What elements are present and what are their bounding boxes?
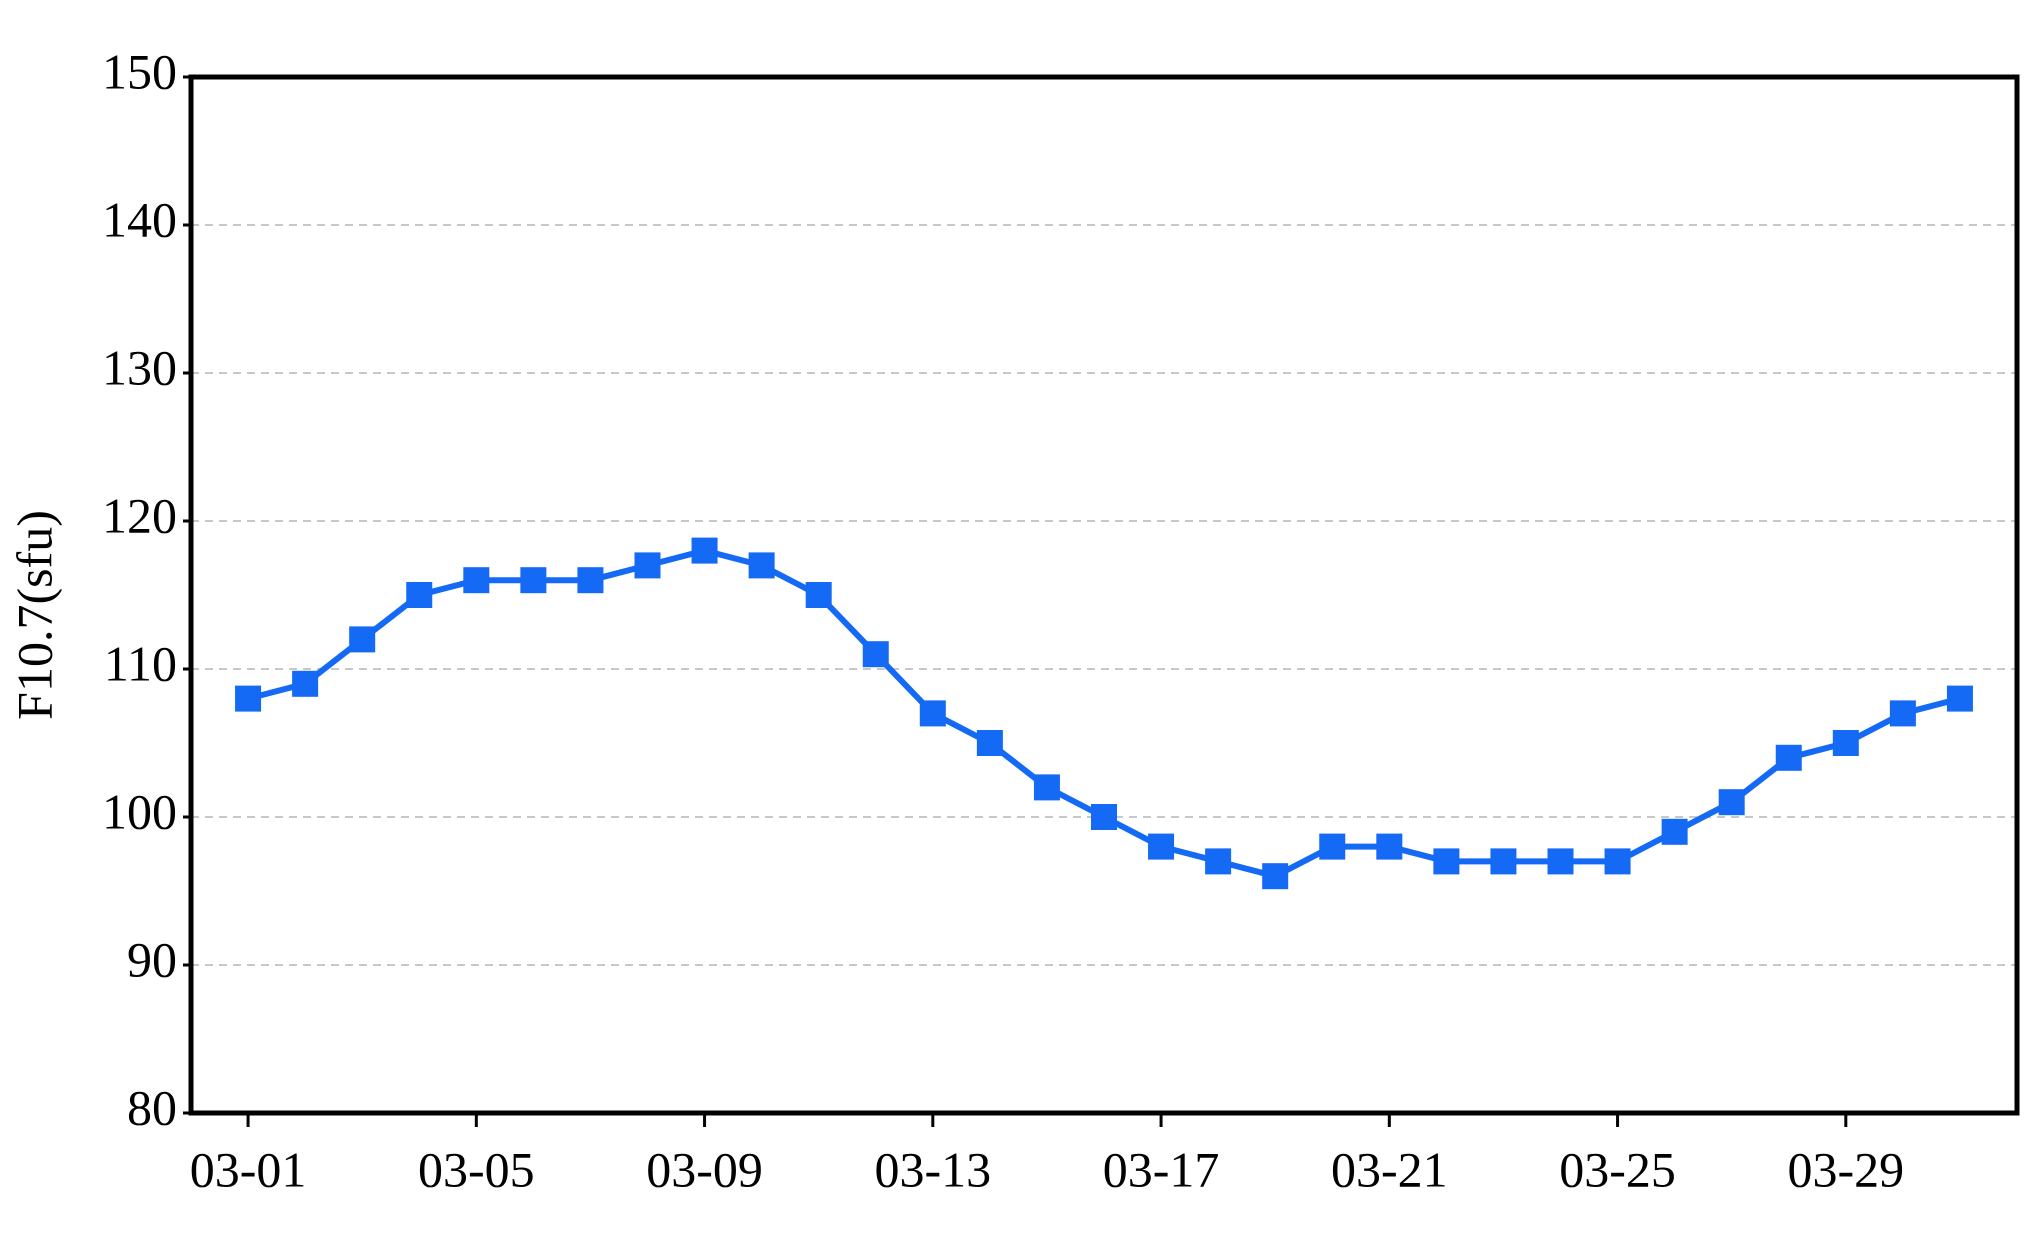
marker [1775,744,1802,771]
y-tick-label: 130 [102,339,177,395]
marker [577,567,604,594]
x-tick-label: 03-21 [1331,1141,1448,1197]
marker [691,537,718,564]
x-tick-label: 03-05 [418,1141,535,1197]
x-tick-label: 03-09 [646,1141,763,1197]
marker [976,730,1003,756]
marker [1033,774,1060,801]
x-tick-label: 03-17 [1103,1141,1220,1197]
marker [1262,863,1289,890]
marker [1547,848,1574,875]
marker [1889,700,1916,727]
marker [1376,833,1403,860]
y-tick-label: 140 [102,191,177,247]
plot-frame [188,74,2020,1116]
marker [1490,848,1517,875]
marker [1718,789,1745,816]
marker [805,582,832,608]
marker [292,670,319,697]
marker [1148,833,1175,860]
y-tick-label: 120 [102,487,177,543]
marker [1604,848,1631,875]
marker [1946,685,1973,712]
marker [349,626,376,653]
marker [862,641,889,668]
x-tick-label: 03-01 [190,1141,307,1197]
x-tick-label: 03-25 [1559,1141,1676,1197]
marker [634,552,661,579]
y-tick-label: 80 [127,1079,177,1135]
marker [235,685,262,712]
marker [1319,833,1346,860]
y-tick-label: 100 [102,783,177,839]
marker [748,552,775,579]
y-tick-label: 150 [102,43,177,99]
y-axis-label: F10.7(sfu) [6,510,62,720]
x-tick-label: 03-13 [874,1141,991,1197]
marker [463,567,490,594]
marker [1205,848,1232,875]
y-tick-label: 90 [127,931,177,987]
marker [919,700,946,727]
y-tick-label: 110 [104,635,177,691]
x-tick-label: 03-29 [1787,1141,1904,1197]
marker [520,567,547,594]
marker [406,582,433,608]
marker [1832,730,1859,756]
marker [1661,818,1688,845]
marker [1091,804,1117,830]
marker [1433,848,1460,875]
